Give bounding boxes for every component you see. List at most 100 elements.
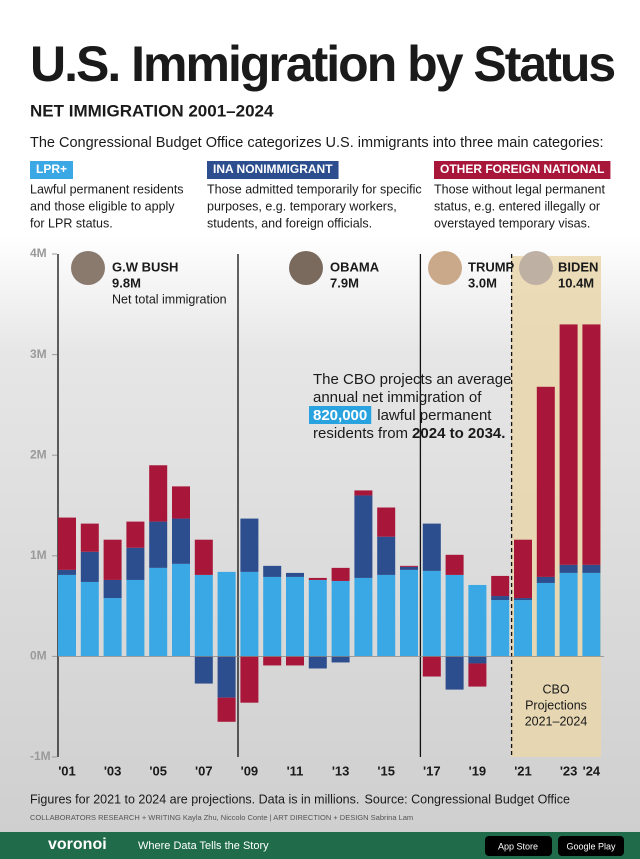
legend-tag: OTHER FOREIGN NATIONAL: [440, 162, 604, 176]
y-tick-label: 1M: [30, 548, 47, 562]
legend-description: Lawful permanent residents: [30, 182, 184, 196]
presidents: G.W BUSH 9.8M Net total immigration OBAM…: [71, 251, 598, 306]
callout-highlight: 820,000: [313, 407, 367, 424]
president-name: G.W BUSH: [112, 259, 178, 274]
x-tick-label: '09: [241, 763, 259, 778]
intro: The Congressional Budget Office categori…: [30, 135, 604, 151]
title: U.S. Immigration by Status: [30, 36, 614, 92]
bar-segment: [400, 565, 418, 567]
bar-segment: [468, 656, 487, 664]
bar-segment: [308, 656, 327, 669]
source: Source: Congressional Budget Office: [365, 792, 570, 806]
bar-segment: [331, 580, 350, 657]
portrait: [519, 251, 553, 285]
bar-segment: [331, 656, 350, 663]
bar-segment: [217, 571, 236, 657]
x-tick-label: '24: [583, 763, 601, 778]
app-store-text[interactable]: App Store: [498, 841, 538, 851]
projection-text: 2021–2024: [525, 714, 588, 728]
bar-segment: [126, 521, 145, 548]
x-tick-label: '01: [58, 763, 76, 778]
legend-description: status, e.g. entered illegally or: [434, 199, 600, 213]
legend-swatch: [30, 161, 74, 179]
bar-segment: [445, 554, 464, 575]
bar-segment: [491, 575, 510, 597]
president-name: BIDEN: [558, 259, 598, 274]
bar-segment: [217, 697, 236, 722]
app-store-button[interactable]: [485, 836, 552, 856]
legend-description: Those without legal permanent: [434, 182, 605, 196]
legend-tag: INA NONIMMIGRANT: [213, 162, 333, 176]
president-name: OBAMA: [330, 259, 380, 274]
bar-segment: [149, 567, 168, 657]
projection-text: CBO: [542, 682, 569, 696]
bar-segment: [149, 521, 168, 568]
x-tick-label: '13: [332, 763, 350, 778]
x-tick-label: '23: [560, 763, 578, 778]
bar-segment: [103, 598, 122, 657]
bar-segment: [126, 547, 145, 580]
highlight: [309, 406, 372, 424]
bar-segment: [58, 517, 76, 570]
legend-description: and those eligible to apply: [30, 199, 175, 213]
president-total: 10.4M: [558, 275, 594, 290]
bar-segment: [354, 495, 373, 578]
bar-segment: [263, 656, 282, 666]
bar-segment: [80, 523, 99, 552]
y-tick-label: 2M: [30, 447, 47, 461]
legend-tag: LPR+: [36, 162, 67, 176]
bar-segment: [286, 572, 304, 577]
projection-text: Projections: [525, 698, 587, 712]
x-tick-label: '19: [469, 763, 487, 778]
google-play-button[interactable]: [558, 836, 624, 856]
legend-description: purposes, e.g. temporary workers,: [207, 199, 397, 213]
footnote: Figures for 2021 to 2024 are projections…: [30, 792, 359, 806]
y-tick-label: 0M: [30, 649, 47, 663]
bar-segment: [286, 576, 304, 657]
bar-segment: [149, 465, 168, 522]
president-name: TRUMP: [468, 259, 515, 274]
bar-segment: [172, 563, 190, 657]
bar-segment: [445, 656, 464, 690]
legend-swatch: [207, 161, 339, 179]
bar-segment: [354, 490, 373, 496]
legend-description: Those admitted temporarily for specific: [207, 182, 422, 196]
credits: COLLABORATORS RESEARCH + WRITING Kayla Z…: [30, 813, 413, 822]
bar-segment: [582, 324, 601, 565]
bar-segment: [400, 566, 418, 570]
x-tick-label: '15: [377, 763, 395, 778]
callout-line: lawful permanent: [377, 407, 492, 424]
bar-segment: [103, 539, 122, 580]
legend-description: for LPR status.: [30, 216, 113, 230]
bar-segment: [240, 571, 259, 657]
legend-description: students, and foreign officials.: [207, 216, 372, 230]
bar-segment: [263, 565, 282, 577]
bar-segment: [377, 574, 396, 657]
portrait: [289, 251, 323, 285]
google-play-text[interactable]: Google Play: [566, 841, 616, 851]
legend-description: overstayed temporary visas.: [434, 216, 590, 230]
x-tick-label: '03: [104, 763, 122, 778]
bar-segment: [559, 564, 578, 573]
bar-segment: [422, 656, 441, 677]
bar-segment: [468, 663, 487, 687]
bar-segment: [536, 582, 555, 657]
bar-segment: [308, 579, 327, 657]
callout-line: annual net immigration of: [313, 389, 482, 406]
president-total: 3.0M: [468, 275, 497, 290]
bar-segment: [217, 656, 236, 698]
bar-segment: [400, 569, 418, 657]
bar-segment: [514, 539, 532, 599]
x-tick-label: '17: [423, 763, 441, 778]
callout-line: 2024 to 2034.: [412, 425, 505, 442]
bar-segment: [582, 572, 601, 657]
callout-line: residents from: [313, 425, 408, 442]
callout: The CBO projects an average annual net i…: [309, 371, 511, 442]
bar-segment: [354, 577, 373, 657]
president-total: 7.9M: [330, 275, 359, 290]
bar-segment: [491, 596, 510, 601]
president-total: 9.8M: [112, 275, 141, 290]
portrait: [428, 251, 462, 285]
portrait: [71, 251, 105, 285]
